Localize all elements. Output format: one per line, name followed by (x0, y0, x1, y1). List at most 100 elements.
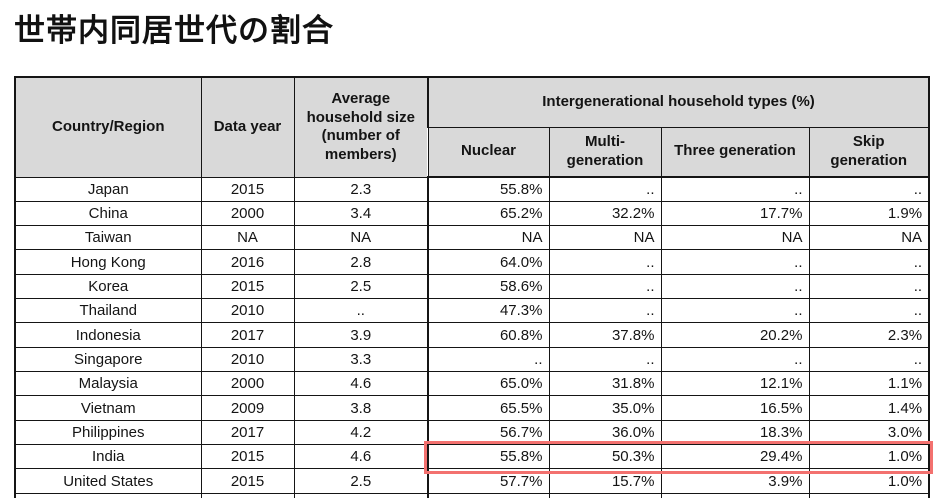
table-row: Japan 2015 2.3 55.8%...... (14, 176, 930, 202)
col-header-avg-household-size: Average household size (number of member… (293, 76, 429, 178)
cell-skip-generation: 3.0% (808, 419, 930, 446)
cell-nuclear: 65.2% (427, 200, 550, 227)
cell-multi-generation: 37.8% (548, 322, 662, 348)
page-title: 世帯内同居世代の割合 (14, 13, 334, 48)
cell-data-year: 2015 (200, 176, 295, 202)
cell-avg-household-size: 2.5 (293, 468, 429, 494)
col-header-country-region: Country/Region (14, 76, 202, 178)
cell-three-generation: 18.3% (660, 419, 810, 446)
cell-skip-generation-empty (808, 492, 930, 498)
cell-three-generation: .. (660, 346, 810, 373)
cell-nuclear: 55.8% (427, 176, 550, 202)
cell-skip-generation: .. (808, 298, 930, 324)
cell-skip-generation: .. (808, 249, 930, 275)
cell-country: Thailand (14, 298, 202, 324)
cell-avg-household-size: 4.6 (293, 444, 429, 470)
cell-skip-generation: 1.9% (808, 200, 930, 227)
col-header-data-year: Data year (200, 76, 295, 178)
cell-skip-generation: 1.0% (808, 468, 930, 494)
cell-data-year: 2000 (200, 200, 295, 227)
cell-country: Singapore (14, 346, 202, 373)
cell-three-generation: .. (660, 176, 810, 202)
cell-avg-household-size: 4.6 (293, 371, 429, 397)
table-row: Korea 2015 2.5 58.6%...... (14, 273, 930, 300)
cell-multi-generation: .. (548, 346, 662, 373)
cell-skip-generation: 1.0% (808, 444, 930, 470)
cell-three-generation: NA (660, 225, 810, 251)
col-header-intergenerational-group: Intergenerational household types (%) (426, 76, 930, 128)
cell-country: Malaysia (14, 371, 202, 397)
table-row-highlighted: India 2015 4.6 55.8% 50.3% 29.4% 1.0% (14, 444, 930, 470)
cell-country: United States (14, 468, 202, 494)
cell-nuclear: 64.0% (427, 249, 550, 275)
cell-multi-generation-empty (548, 492, 662, 498)
cell-data-year: 2017 (200, 419, 295, 446)
cell-nuclear: 56.7% (427, 419, 550, 446)
cell-skip-generation: 2.3% (808, 322, 930, 348)
intergenerational-household-table: Country/Region Data year Average househo… (14, 76, 931, 498)
cell-data-year: 2010 (200, 346, 295, 373)
cell-skip-generation: NA (808, 225, 930, 251)
cell-country: Vietnam (14, 395, 202, 421)
cell-three-generation: .. (660, 273, 810, 300)
table-row: China 2000 3.4 65.2% 32.2% 17.7% 1.9% (14, 200, 930, 227)
cell-nuclear: 47.3% (427, 298, 550, 324)
cell-skip-generation: .. (808, 273, 930, 300)
cell-avg-household-size: 3.9 (293, 322, 429, 348)
cell-data-year-empty (200, 492, 295, 498)
cell-country: Japan (14, 176, 202, 202)
cell-multi-generation: .. (548, 249, 662, 275)
cell-three-generation: 17.7% (660, 200, 810, 227)
cell-data-year: 2015 (200, 273, 295, 300)
table-row: Singapore 2010 3.3........ (14, 346, 930, 373)
cell-data-year: 2016 (200, 249, 295, 275)
cell-three-generation: .. (660, 249, 810, 275)
cell-multi-generation: 36.0% (548, 419, 662, 446)
cell-multi-generation: .. (548, 298, 662, 324)
cell-country: Taiwan (14, 225, 202, 251)
cell-country: China (14, 200, 202, 227)
table-row: Malaysia 2000 4.6 65.0% 31.8% 12.1% 1.1% (14, 371, 930, 397)
cell-avg-household-size: 3.4 (293, 200, 429, 227)
cell-three-generation: .. (660, 298, 810, 324)
cell-data-year: 2015 (200, 468, 295, 494)
cell-multi-generation: 31.8% (548, 371, 662, 397)
cell-nuclear: 58.6% (427, 273, 550, 300)
cell-three-generation: 12.1% (660, 371, 810, 397)
col-header-multi-generation: Multi-generation (548, 126, 662, 178)
cell-three-generation: 29.4% (660, 444, 810, 470)
cell-country: Hong Kong (14, 249, 202, 275)
cell-country: India (14, 444, 202, 470)
cell-skip-generation: .. (808, 176, 930, 202)
cell-country: Indonesia (14, 322, 202, 348)
cell-multi-generation: NA (548, 225, 662, 251)
table-row: Philippines 2017 4.2 56.7% 36.0% 18.3% 3.0% (14, 419, 930, 446)
cell-data-year: 2000 (200, 371, 295, 397)
cell-avg-household-size: 3.8 (293, 395, 429, 421)
cell-three-generation: 20.2% (660, 322, 810, 348)
cell-multi-generation: 32.2% (548, 200, 662, 227)
cell-avg-household-size: 3.3 (293, 346, 429, 373)
cell-three-generation-empty (660, 492, 810, 498)
table-row: Indonesia 2017 3.9 60.8% 37.8% 20.2% 2.3% (14, 322, 930, 348)
cell-avg-household-size: NA (293, 225, 429, 251)
cell-avg-household-size: 2.3 (293, 176, 429, 202)
cell-data-year: 2009 (200, 395, 295, 421)
header-row-sub: Nuclear Multi-generation Three generation S… (15, 126, 930, 178)
cell-three-generation: 16.5% (660, 395, 810, 421)
cell-skip-generation: 1.4% (808, 395, 930, 421)
table-row: Vietnam 2009 3.8 65.5% 35.0% 16.5% 1.4% (14, 395, 930, 421)
cell-multi-generation: .. (548, 176, 662, 202)
cell-country-empty (14, 492, 202, 498)
cell-country: Philippines (14, 419, 202, 446)
col-header-three-generation: Three generation (660, 126, 810, 178)
cell-avg-household-size: 4.2 (293, 419, 429, 446)
cell-data-year: NA (200, 225, 295, 251)
cell-data-year: 2017 (200, 322, 295, 348)
cell-nuclear: 65.0% (427, 371, 550, 397)
cell-data-year: 2015 (200, 444, 295, 470)
cell-nuclear: 60.8% (427, 322, 550, 348)
cell-multi-generation: 50.3% (548, 444, 662, 470)
cell-multi-generation: .. (548, 273, 662, 300)
